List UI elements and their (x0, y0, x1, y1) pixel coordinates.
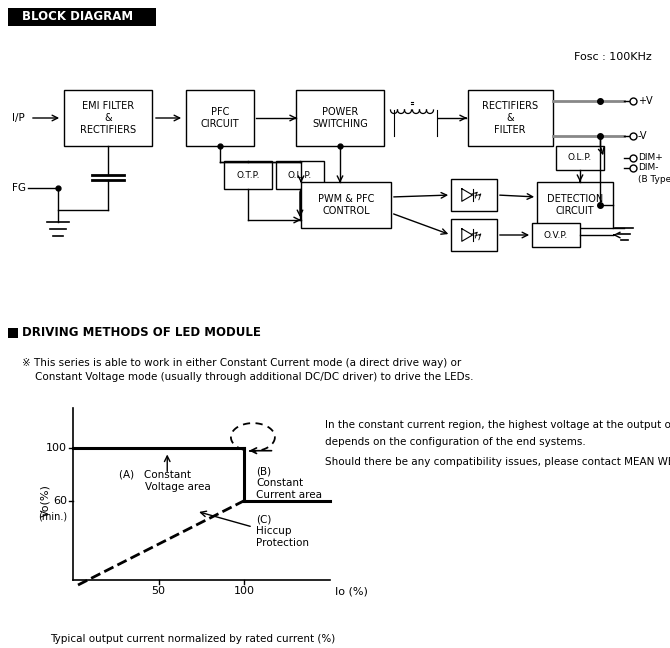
Text: Vo(%): Vo(%) (40, 484, 50, 517)
FancyBboxPatch shape (296, 90, 384, 146)
Text: DIM-: DIM- (638, 163, 659, 172)
FancyBboxPatch shape (468, 90, 553, 146)
Text: DRIVING METHODS OF LED MODULE: DRIVING METHODS OF LED MODULE (22, 327, 261, 340)
Text: I/P: I/P (12, 113, 25, 123)
Text: DIM+: DIM+ (638, 154, 663, 163)
Text: O.V.P.: O.V.P. (544, 231, 568, 240)
Text: (B)
Constant
Current area: (B) Constant Current area (257, 467, 322, 500)
FancyBboxPatch shape (8, 8, 156, 26)
Text: (A)   Constant
        Voltage area: (A) Constant Voltage area (119, 470, 211, 492)
FancyBboxPatch shape (537, 182, 613, 228)
Text: Should there be any compatibility issues, please contact MEAN WELL.: Should there be any compatibility issues… (325, 457, 670, 467)
Text: 100: 100 (234, 586, 255, 596)
Text: FG: FG (12, 183, 26, 193)
FancyBboxPatch shape (451, 179, 497, 211)
Text: O.L.P.: O.L.P. (288, 170, 312, 179)
Text: depends on the configuration of the end systems.: depends on the configuration of the end … (325, 437, 586, 447)
FancyBboxPatch shape (224, 161, 272, 189)
Text: POWER
SWITCHING: POWER SWITCHING (312, 107, 368, 129)
Text: Typical output current normalized by rated current (%): Typical output current normalized by rat… (50, 634, 335, 644)
Text: DETECTION
CIRCUIT: DETECTION CIRCUIT (547, 194, 603, 216)
Text: EMI FILTER
&
RECTIFIERS: EMI FILTER & RECTIFIERS (80, 100, 136, 135)
Text: RECTIFIERS
&
FILTER: RECTIFIERS & FILTER (482, 100, 538, 135)
Text: 100: 100 (46, 443, 67, 453)
Text: O.L.P.: O.L.P. (568, 154, 592, 163)
Text: (C)
Hiccup
Protection: (C) Hiccup Protection (257, 515, 310, 548)
Text: In the constant current region, the highest voltage at the output of the driver: In the constant current region, the high… (325, 420, 670, 430)
FancyBboxPatch shape (186, 90, 254, 146)
FancyBboxPatch shape (532, 223, 580, 247)
Text: O.T.P.: O.T.P. (237, 170, 260, 179)
Text: BLOCK DIAGRAM: BLOCK DIAGRAM (22, 10, 133, 23)
FancyBboxPatch shape (276, 161, 324, 189)
FancyBboxPatch shape (8, 328, 18, 338)
Text: ※ This series is able to work in either Constant Current mode (a direct drive wa: ※ This series is able to work in either … (22, 358, 461, 368)
FancyBboxPatch shape (10, 11, 20, 21)
Text: 50: 50 (151, 586, 165, 596)
Text: (min.): (min.) (38, 512, 67, 522)
Text: PFC
CIRCUIT: PFC CIRCUIT (201, 107, 239, 129)
Text: +V: +V (638, 96, 653, 106)
Text: -V: -V (638, 131, 647, 141)
Text: (B Type): (B Type) (638, 176, 670, 185)
FancyBboxPatch shape (556, 146, 604, 170)
FancyBboxPatch shape (301, 182, 391, 228)
Text: Io (%): Io (%) (335, 586, 368, 596)
Text: 60: 60 (53, 496, 67, 505)
Text: Constant Voltage mode (usually through additional DC/DC driver) to drive the LED: Constant Voltage mode (usually through a… (22, 372, 474, 382)
Text: PWM & PFC
CONTROL: PWM & PFC CONTROL (318, 194, 374, 216)
FancyBboxPatch shape (451, 219, 497, 251)
FancyBboxPatch shape (64, 90, 152, 146)
Text: Fosc : 100KHz: Fosc : 100KHz (574, 52, 652, 62)
